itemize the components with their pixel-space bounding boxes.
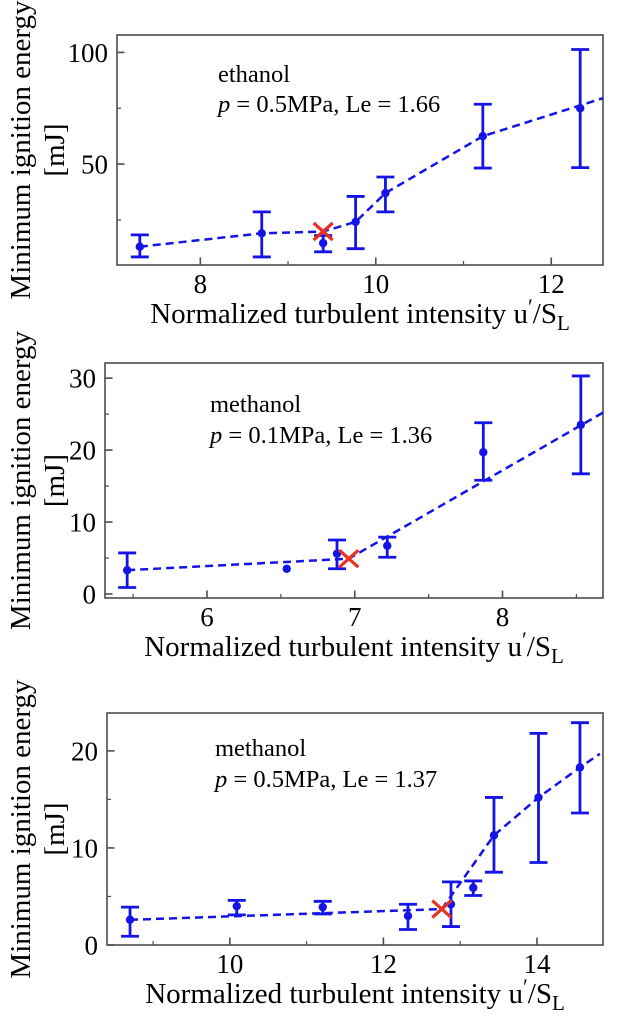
data-point: [489, 831, 499, 840]
annotation-conditions: p = 0.5MPa, Le = 1.66: [216, 91, 440, 118]
y-axis-title-units: [mJ]: [39, 802, 71, 855]
data-point: [575, 104, 585, 113]
data-point: [575, 763, 585, 772]
y-axis-title: Minimum ignition energy: [5, 0, 37, 300]
data-point: [576, 420, 586, 430]
y-tick-label: 0: [85, 931, 99, 961]
data-point: [403, 911, 413, 921]
x-axis-title: Normalized turbulent intensity u′/SL: [144, 627, 564, 668]
critical-cross-icon: [312, 221, 334, 242]
x-tick-label: 10: [216, 949, 243, 979]
annotation-fuel: ethanol: [218, 61, 290, 88]
x-axis-title: Normalized turbulent intensity u′/SL: [150, 294, 570, 335]
y-tick-label: 10: [71, 833, 98, 863]
chart-methanol-0p1MPa: 6 7 8 0 10 20 30 methanol p = 0.1MPa, Le = 1.36 N…: [5, 330, 604, 668]
y-tick-label: 0: [83, 579, 97, 609]
chart-methanol-0p5MPa: 10 12 14 0 10 20 methanol p = 0.5MPa, Le = 1.37…: [5, 679, 604, 1015]
data-point: [479, 448, 488, 457]
x-tick-label: 8: [496, 602, 510, 632]
data-point: [318, 902, 327, 912]
annotation-conditions: p = 0.5MPa, Le = 1.37: [213, 766, 437, 793]
data-point: [381, 188, 390, 198]
y-tick-label: 20: [69, 436, 96, 466]
plot-frame: [116, 34, 604, 266]
y-axis-title-units: [mJ]: [39, 123, 71, 176]
annotation-conditions: p = 0.1MPa, Le = 1.36: [208, 422, 432, 449]
plot-frame: [106, 712, 604, 946]
y-tick-label: 10: [69, 508, 96, 538]
chart-ethanol-0p5MPa: 8 10 12 50 100 ethanol p = 0.5MPa, Le = 1.66 No…: [5, 0, 604, 335]
critical-cross-icon: [431, 899, 453, 919]
data-point: [257, 229, 266, 238]
x-tick-label: 14: [523, 949, 551, 979]
trend-line: [139, 97, 604, 248]
data-point: [383, 541, 392, 550]
data-point: [282, 564, 291, 573]
y-tick-label: 50: [81, 150, 108, 180]
x-tick-label: 7: [348, 602, 362, 632]
y-tick-label: 100: [68, 38, 109, 68]
data-point: [469, 883, 478, 892]
x-axis-title: Normalized turbulent intensity u′/SL: [145, 974, 565, 1015]
data-point: [318, 238, 328, 248]
x-tick-label: 6: [200, 602, 214, 632]
y-tick-label: 20: [71, 736, 98, 766]
critical-cross-icon: [338, 549, 360, 569]
y-tick-label: 30: [69, 364, 96, 394]
data-point: [478, 131, 488, 141]
data-point: [135, 242, 145, 251]
data-point: [534, 793, 543, 802]
trend-line: [129, 752, 601, 922]
y-axis-title: Minimum ignition energy: [5, 679, 37, 979]
x-tick-label: 12: [538, 269, 565, 299]
x-tick-label: 8: [194, 269, 208, 299]
annotation-fuel: methanol: [215, 735, 306, 762]
data-point: [351, 217, 360, 227]
data-point: [232, 901, 241, 911]
x-tick-label: 12: [370, 949, 397, 979]
y-axis-title: Minimum ignition energy: [5, 330, 37, 630]
data-point: [122, 566, 132, 575]
y-axis-title-units: [mJ]: [39, 454, 71, 507]
x-tick-label: 10: [362, 269, 389, 299]
data-point: [125, 915, 135, 924]
annotation-fuel: methanol: [210, 391, 301, 418]
